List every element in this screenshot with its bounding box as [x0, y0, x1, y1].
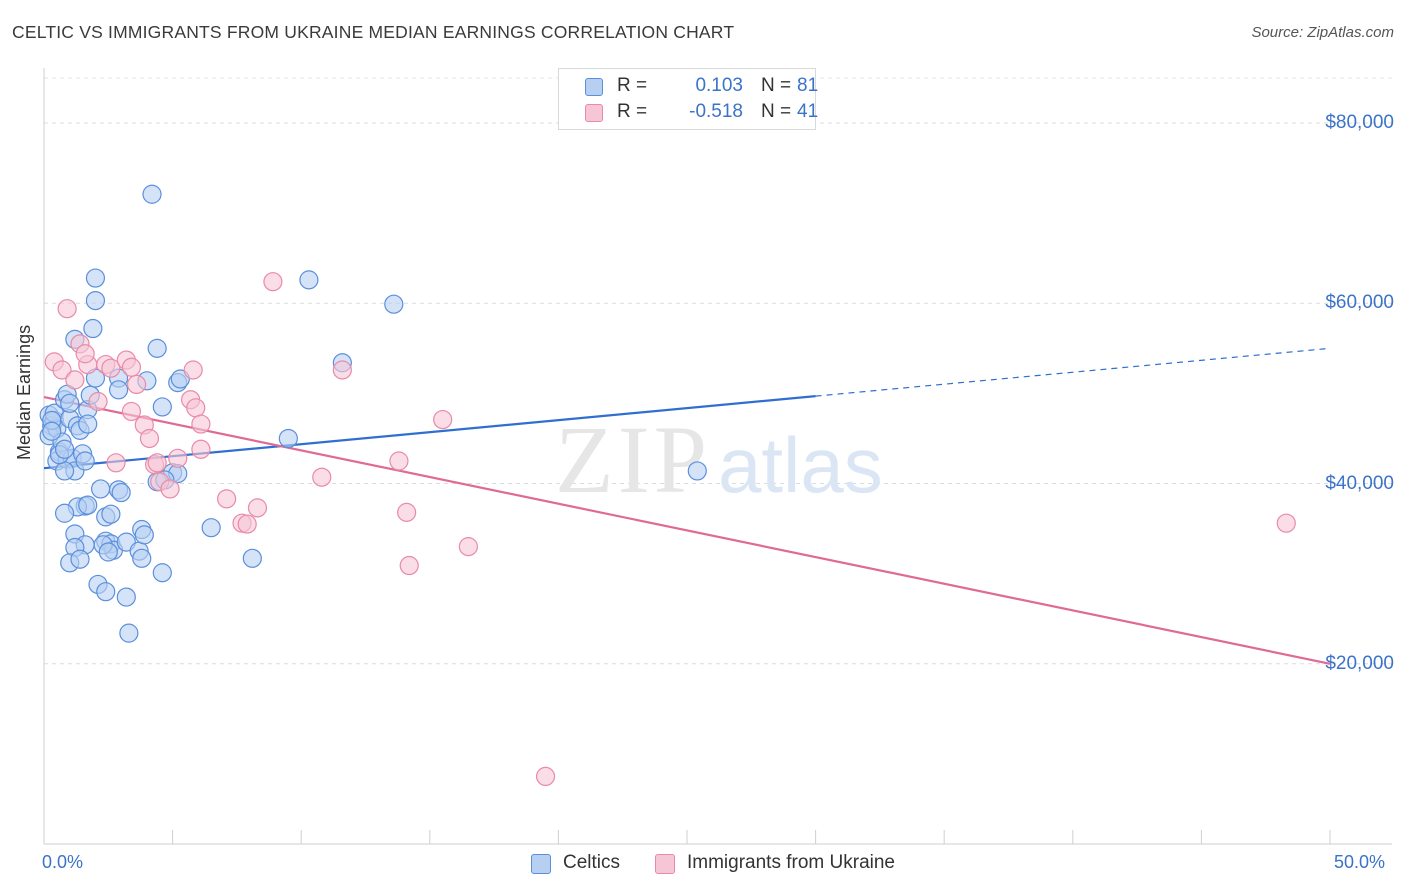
ukraine-point-32 — [312, 467, 332, 487]
celtics-point-72 — [384, 294, 404, 314]
ukraine-point-33 — [332, 360, 352, 380]
celtics-point-80 — [78, 414, 98, 434]
celtics-point-45 — [134, 525, 154, 545]
y-axis-label: Median Earnings — [14, 324, 34, 460]
ukraine-point-25 — [147, 453, 167, 473]
ukraine-point-14 — [139, 428, 160, 449]
chart-title: CELTIC VS IMMIGRANTS FROM UKRAINE MEDIAN… — [12, 22, 735, 42]
celtics-point-57 — [108, 380, 129, 400]
r-value: -0.518 — [689, 101, 743, 122]
celtics-point-31 — [70, 549, 90, 569]
celtics-point-60 — [152, 397, 172, 417]
celtics-point-74 — [142, 184, 162, 204]
ukraine-point-26 — [106, 453, 126, 473]
ukraine-point-36 — [399, 555, 419, 576]
correlation-legend: R = 0.103 N = 81 R = -0.518 N = 41 — [558, 68, 819, 130]
celtics-point-19 — [75, 451, 95, 471]
ukraine-point-22 — [191, 439, 211, 459]
ukraine-trend-line — [43, 395, 1331, 665]
ukraine-point-3 — [65, 370, 85, 390]
y-tick-label-60000: $60,000 — [1325, 292, 1394, 314]
x-tick-label-max: 50.0% — [1334, 852, 1386, 872]
ukraine-point-38 — [458, 537, 478, 557]
r-value: 0.103 — [695, 75, 743, 96]
celtics-point-77 — [42, 421, 62, 441]
ukraine-legend-swatch — [655, 854, 675, 874]
ukraine-point-30 — [247, 498, 268, 518]
ukraine-point-12 — [126, 374, 147, 394]
celtics-point-70 — [299, 270, 319, 290]
celtics-trend-extension — [815, 347, 1331, 397]
ukraine-point-35 — [397, 502, 417, 522]
y-tick-label-20000: $20,000 — [1325, 652, 1394, 674]
celtics-legend-swatch — [531, 854, 551, 874]
n-label: N = — [761, 101, 792, 122]
celtics-point-15 — [54, 461, 75, 481]
ukraine-point-39 — [535, 766, 556, 787]
ukraine-point-34 — [389, 451, 409, 471]
ukraine-point-1 — [52, 360, 72, 380]
ukraine-point-27 — [217, 489, 237, 509]
ukraine-legend-label: Immigrants from Ukraine — [687, 852, 895, 873]
celtics-point-32 — [90, 479, 111, 499]
ukraine-point-37 — [433, 409, 453, 430]
ukraine-point-20 — [186, 398, 206, 418]
celtics-point-69 — [278, 428, 298, 449]
ukraine-point-17 — [160, 479, 180, 499]
celtics-point-52 — [85, 290, 106, 311]
celtics-point-67 — [201, 518, 221, 538]
ukraine-point-23 — [183, 360, 203, 380]
ukraine-point-11 — [121, 357, 142, 377]
celtics-point-51 — [119, 623, 139, 643]
ukraine-point-31 — [263, 272, 283, 292]
watermark: ZIP atlas — [555, 406, 883, 513]
y-tick-label-80000: $80,000 — [1325, 112, 1394, 134]
x-tick-label-min: 0.0% — [42, 852, 84, 872]
celtics-legend-label: Celtics — [563, 852, 621, 873]
ukraine-point-6 — [75, 344, 95, 364]
ukraine-point-29 — [237, 514, 257, 534]
celtics-point-54 — [83, 318, 103, 339]
axes — [43, 68, 1392, 845]
celtics-point-26 — [54, 503, 75, 523]
celtics-point-73 — [687, 461, 707, 481]
celtics-point-59 — [147, 338, 167, 358]
ukraine-point-40 — [1276, 513, 1296, 533]
ukraine-point-2 — [57, 299, 77, 319]
celtics-point-46 — [132, 548, 152, 568]
celtics-point-36 — [111, 482, 131, 503]
grid-lines — [44, 77, 1392, 665]
celtics-point-34 — [101, 504, 121, 524]
r-label: R = — [617, 75, 648, 96]
celtics-point-68 — [242, 548, 262, 568]
celtics-point-25 — [78, 495, 98, 515]
celtics-point-49 — [96, 582, 116, 602]
celtics-point-79 — [54, 439, 75, 459]
chart-source: Source: ZipAtlas.com — [1251, 24, 1394, 41]
celtics-point-53 — [85, 268, 106, 288]
ukraine-point-7 — [88, 391, 108, 412]
r-label: R = — [617, 101, 648, 122]
ukraine-point-18 — [168, 448, 188, 468]
n-value: 81 — [797, 75, 819, 96]
ukraine-point-21 — [191, 414, 211, 434]
watermark-atlas: atlas — [718, 421, 883, 509]
data-points — [39, 184, 1296, 787]
watermark-zip: ZIP — [555, 406, 711, 513]
ukraine-swatch — [585, 104, 603, 122]
ukraine-point-24 — [121, 401, 142, 422]
n-label: N = — [761, 75, 792, 96]
ukraine-point-9 — [101, 358, 121, 378]
y-tick-label-40000: $40,000 — [1325, 472, 1394, 494]
n-value: 41 — [797, 101, 819, 122]
celtics-point-50 — [116, 587, 136, 607]
celtics-swatch — [585, 78, 603, 96]
celtics-point-41 — [98, 542, 118, 562]
celtics-point-47 — [152, 563, 172, 583]
celtics-point-78 — [60, 393, 80, 413]
